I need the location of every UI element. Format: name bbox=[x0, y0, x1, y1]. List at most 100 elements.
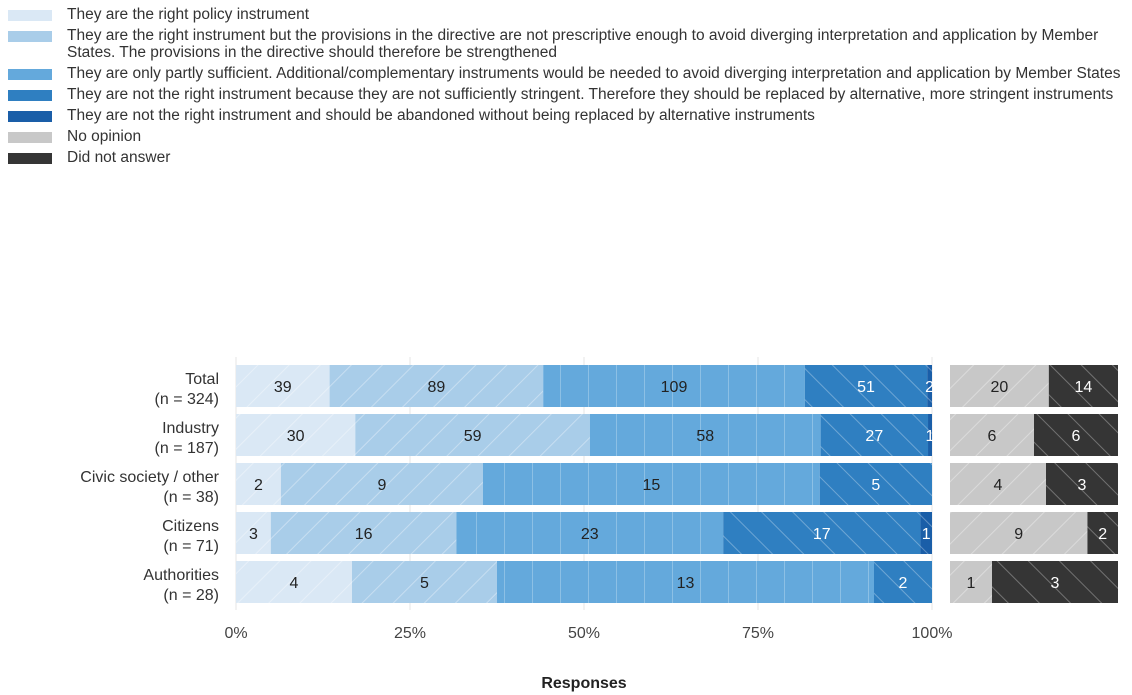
legend-swatch bbox=[8, 10, 52, 21]
legend-swatch bbox=[8, 90, 52, 101]
data-label: 5 bbox=[420, 575, 429, 592]
category-n-label: (n = 324) bbox=[155, 391, 219, 408]
side-bar-texture bbox=[950, 463, 1046, 505]
data-label: 17 bbox=[813, 526, 831, 543]
bar-texture bbox=[352, 561, 497, 603]
bar-texture bbox=[589, 414, 821, 456]
category-label: Total bbox=[185, 371, 219, 388]
side-bar-texture bbox=[950, 365, 1049, 407]
category-n-label: (n = 38) bbox=[163, 489, 219, 506]
bar-texture bbox=[927, 365, 932, 407]
data-label: 13 bbox=[677, 575, 695, 592]
side-bar-texture bbox=[950, 512, 1088, 554]
bar-texture bbox=[270, 512, 457, 554]
legend-label: They are the right policy instrument bbox=[67, 6, 310, 23]
side-data-label: 2 bbox=[1098, 526, 1107, 543]
legend-swatch bbox=[8, 153, 52, 164]
side-data-label: 1 bbox=[967, 575, 976, 592]
x-axis-title: Responses bbox=[541, 675, 626, 692]
bar-texture bbox=[819, 463, 932, 505]
data-label: 9 bbox=[377, 477, 386, 494]
legend-swatch bbox=[8, 31, 52, 42]
bar-texture bbox=[874, 561, 932, 603]
bar-texture bbox=[482, 463, 820, 505]
legend-item: They are only partly sufficient. Additio… bbox=[8, 65, 1128, 82]
data-label: 30 bbox=[287, 428, 305, 445]
data-label: 16 bbox=[355, 526, 373, 543]
bar-texture bbox=[497, 561, 874, 603]
category-n-label: (n = 28) bbox=[163, 587, 219, 604]
x-tick-label: 75% bbox=[742, 625, 774, 642]
legend-item: They are the right policy instrument bbox=[8, 6, 1128, 23]
data-label: 4 bbox=[290, 575, 299, 592]
data-label: 89 bbox=[428, 379, 446, 396]
data-label: 2 bbox=[899, 575, 908, 592]
x-tick-label: 50% bbox=[568, 625, 600, 642]
data-label: 58 bbox=[696, 428, 714, 445]
legend-swatch bbox=[8, 69, 52, 80]
legend-item: They are the right instrument but the pr… bbox=[8, 27, 1128, 61]
data-label: 1 bbox=[922, 526, 931, 543]
side-bar-texture bbox=[1046, 463, 1118, 505]
bar-texture bbox=[329, 365, 544, 407]
category-label: Authorities bbox=[143, 567, 219, 584]
legend-label: Did not answer bbox=[67, 149, 171, 166]
data-label: 3 bbox=[249, 526, 258, 543]
side-bar-texture bbox=[992, 561, 1118, 603]
data-label: 51 bbox=[857, 379, 875, 396]
data-label: 27 bbox=[865, 428, 883, 445]
legend-item: Did not answer bbox=[8, 149, 1128, 166]
category-label: Industry bbox=[162, 420, 219, 437]
bar-texture bbox=[920, 512, 932, 554]
data-label: 23 bbox=[581, 526, 599, 543]
bar-texture bbox=[804, 365, 928, 407]
side-bar-texture bbox=[1034, 414, 1118, 456]
data-label: 2 bbox=[925, 379, 934, 396]
legend-label: They are not the right instrument and sh… bbox=[67, 107, 815, 124]
side-bar-texture bbox=[1048, 365, 1118, 407]
category-n-label: (n = 71) bbox=[163, 538, 219, 555]
side-data-label: 6 bbox=[1072, 428, 1081, 445]
bar-texture bbox=[820, 414, 929, 456]
side-data-label: 6 bbox=[988, 428, 997, 445]
category-label: Citizens bbox=[162, 518, 219, 535]
data-label: 39 bbox=[274, 379, 292, 396]
category-n-label: (n = 187) bbox=[155, 440, 219, 457]
side-data-label: 3 bbox=[1051, 575, 1060, 592]
legend-swatch bbox=[8, 111, 52, 122]
bar-texture bbox=[543, 365, 805, 407]
legend-item: No opinion bbox=[8, 128, 1128, 145]
x-tick-label: 0% bbox=[224, 625, 247, 642]
side-data-label: 4 bbox=[994, 477, 1003, 494]
legend: They are the right policy instrument They… bbox=[8, 6, 1128, 170]
legend-item: They are not the right instrument and sh… bbox=[8, 107, 1128, 124]
legend-label: They are not the right instrument becaus… bbox=[67, 86, 1114, 103]
data-label: 15 bbox=[642, 477, 660, 494]
bar-texture bbox=[280, 463, 483, 505]
side-data-label: 14 bbox=[1075, 379, 1093, 396]
bar-texture bbox=[236, 512, 271, 554]
bar-texture bbox=[236, 414, 356, 456]
legend-label: They are the right instrument but the pr… bbox=[67, 27, 1099, 61]
data-label: 2 bbox=[254, 477, 263, 494]
legend-label: They are only partly sufficient. Additio… bbox=[67, 65, 1121, 82]
legend-label: No opinion bbox=[67, 128, 142, 145]
bar-texture bbox=[928, 414, 932, 456]
legend-swatch bbox=[8, 132, 52, 143]
data-label: 1 bbox=[926, 428, 935, 445]
bar-texture bbox=[236, 463, 281, 505]
bar-texture bbox=[236, 561, 352, 603]
bar-texture bbox=[723, 512, 921, 554]
bar-texture bbox=[456, 512, 724, 554]
side-bar-texture bbox=[1087, 512, 1118, 554]
x-tick-label: 100% bbox=[912, 625, 953, 642]
bar-texture bbox=[355, 414, 590, 456]
x-tick-label: 25% bbox=[394, 625, 426, 642]
side-data-label: 3 bbox=[1078, 477, 1087, 494]
data-label: 5 bbox=[871, 477, 880, 494]
bar-texture bbox=[236, 365, 330, 407]
side-data-label: 20 bbox=[991, 379, 1009, 396]
side-bar-texture bbox=[950, 414, 1034, 456]
side-data-label: 9 bbox=[1014, 526, 1023, 543]
